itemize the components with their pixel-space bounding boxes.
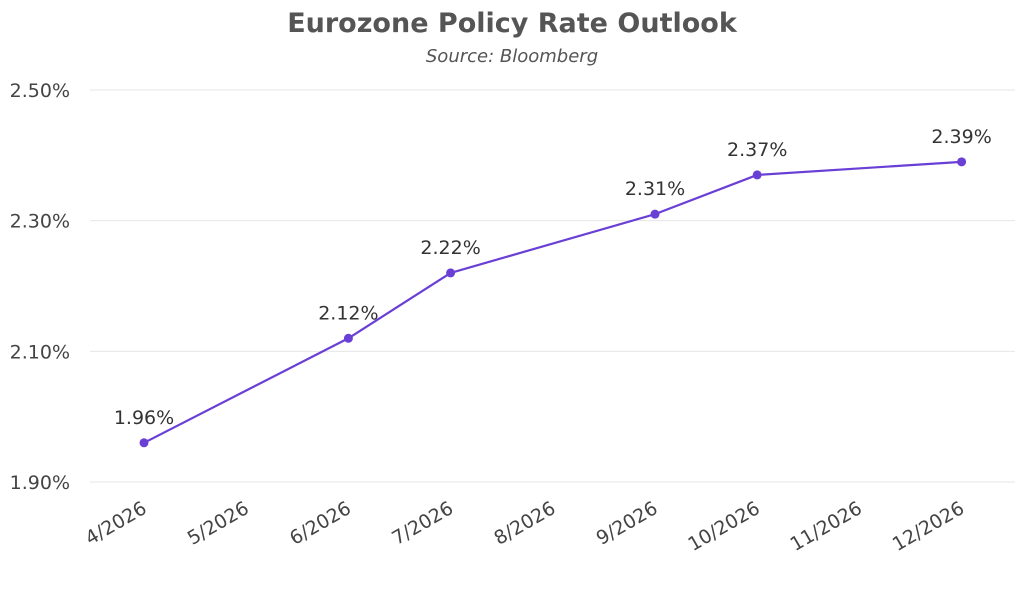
data-label: 2.12% [318,302,378,324]
series-layer [139,157,967,448]
y-tick-label: 2.30% [10,211,70,233]
data-label: 2.37% [727,139,787,161]
data-point [446,268,456,278]
x-tick-label: 7/2026 [388,497,457,549]
y-tick-label: 1.90% [10,472,70,494]
grid-layer [90,89,1015,483]
data-point [752,170,762,180]
y-tick-label: 2.10% [10,341,70,363]
data-point [343,333,353,343]
x-tick-label: 9/2026 [593,497,662,549]
x-tick-label: 4/2026 [82,497,151,549]
x-tick-label: 11/2026 [787,497,866,556]
data-point [139,438,149,448]
x-tick-label: 8/2026 [490,497,559,549]
chart-subtitle: Source: Bloomberg [425,46,599,67]
data-label: 2.22% [420,237,480,259]
data-label: 2.31% [625,178,685,200]
x-tick-label: 12/2026 [889,497,968,556]
data-point [650,209,660,219]
x-tick-label: 10/2026 [684,497,763,556]
data-point [957,157,967,167]
x-tick-label: 5/2026 [184,497,253,549]
data-labels: 1.96% 2.12% 2.22% 2.31% 2.37% 2.39% [114,126,992,429]
data-label: 1.96% [114,407,174,429]
chart-title: Eurozone Policy Rate Outlook [287,8,737,39]
y-axis-ticks: 1.90% 2.10% 2.30% 2.50% [10,80,70,494]
y-tick-label: 2.50% [10,80,70,102]
x-tick-label: 6/2026 [286,497,355,549]
data-label: 2.39% [931,126,991,148]
series-line [143,160,962,444]
x-axis-ticks: 4/2026 5/2026 6/2026 7/2026 8/2026 9/2026 10/2… [82,497,968,556]
